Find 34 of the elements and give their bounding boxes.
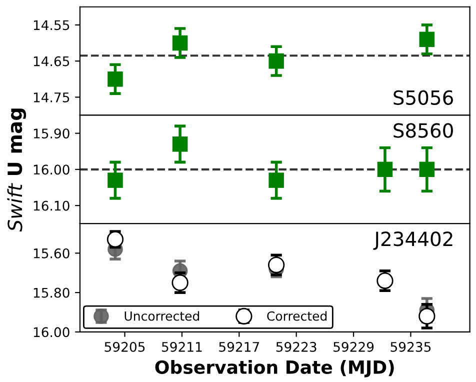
y-tick-label: 15.60 [34, 248, 70, 258]
x-tick-label: 59205 [104, 342, 145, 352]
point [268, 172, 284, 188]
x-axis-title: Observation Date (MJD) [155, 360, 394, 378]
annotation: S8560 [394, 123, 453, 138]
legend-label: Corrected [267, 311, 327, 321]
x-tick-label: 59235 [390, 342, 431, 352]
y-tick-label: 15.80 [34, 288, 70, 298]
y-tick-label: 16.00 [34, 164, 70, 175]
point [172, 274, 188, 292]
y-tick-label: 16.10 [34, 200, 70, 211]
y-tick-label: 14.75 [34, 92, 70, 102]
point [172, 136, 188, 152]
x-tick-label: 59229 [334, 342, 374, 352]
point [108, 172, 123, 188]
y-tick-label: 16.00 [34, 327, 70, 338]
x-tick-label: 59211 [162, 342, 202, 352]
point [419, 162, 435, 178]
y-axis-title: Swift U mag [7, 108, 26, 232]
point [108, 71, 123, 87]
y-tick-label: 14.65 [34, 56, 70, 66]
y-tick-label: 14.55 [34, 20, 70, 30]
point [376, 272, 394, 290]
annotation: J234402 [373, 232, 452, 250]
point [419, 32, 435, 48]
annotation: S5056 [394, 90, 453, 105]
point [268, 53, 284, 69]
x-tick-label: 59217 [219, 342, 260, 352]
legend-label: Uncorrected [124, 311, 200, 321]
point [172, 35, 188, 51]
point [418, 308, 436, 325]
point [377, 162, 393, 178]
x-tick-label: 59223 [276, 342, 316, 352]
y-tick-label: 15.90 [34, 128, 70, 138]
